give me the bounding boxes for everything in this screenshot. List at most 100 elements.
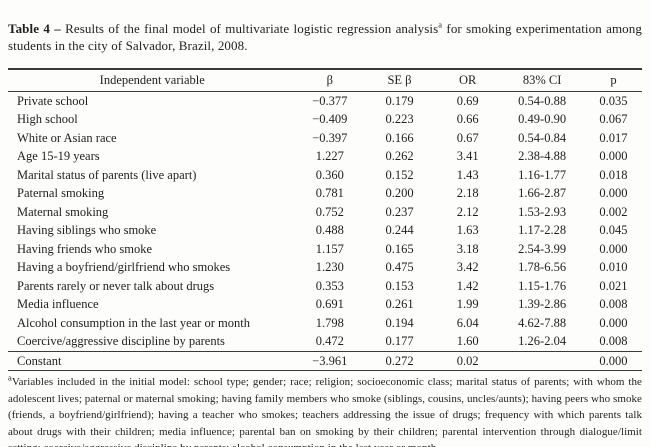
cell-ci: 1.78-6.56: [518, 260, 567, 275]
cell-variable: Parents rarely or never talk about drugs: [17, 278, 215, 293]
cell-or: 3.42: [456, 260, 479, 275]
cell-variable: Age 15-19 years: [17, 149, 100, 164]
cell-variable: Media influence: [17, 297, 99, 312]
cell-variable: Having siblings who smoke: [17, 223, 157, 238]
table-row: White or Asian race −0.397 0.166 0.67 0.…: [8, 129, 642, 148]
table-row: Marital status of parents (live apart) 0…: [8, 166, 642, 185]
table-row: Maternal smoking 0.752 0.237 2.12 1.53-2…: [8, 203, 642, 222]
cell-se: 0.261: [385, 297, 414, 312]
cell-or: 1.42: [456, 278, 479, 293]
cell-p: 0.021: [599, 278, 628, 293]
cell-or: 0.66: [456, 112, 479, 127]
cell-variable: Alcohol consumption in the last year or …: [17, 315, 250, 330]
column-header-beta: β: [296, 67, 364, 92]
table-row-constant: Constant −3.961 0.272 0.02 0.000: [8, 350, 642, 372]
cell-beta: −3.961: [296, 350, 364, 372]
cell-beta: 0.353: [315, 278, 344, 293]
cell-ci: 2.54-3.99: [518, 241, 567, 256]
cell-se: 0.244: [385, 223, 414, 238]
table-row: Having a boyfriend/girlfriend who smokes…: [8, 258, 642, 277]
cell-variable: Marital status of parents (live apart): [17, 167, 197, 182]
table-row: Having friends who smoke 1.157 0.165 3.1…: [8, 240, 642, 259]
cell-or: 2.12: [456, 204, 479, 219]
cell-p: 0.000: [599, 149, 628, 164]
cell-variable: Constant: [8, 350, 297, 372]
cell-beta: −0.377: [312, 93, 348, 108]
cell-variable: Coercive/aggressive discipline by parent…: [17, 334, 225, 349]
cell-beta: −0.409: [312, 112, 348, 127]
table-row: Having siblings who smoke 0.488 0.244 1.…: [8, 221, 642, 240]
table-caption-text-1: Results of the final model of multivaria…: [65, 21, 439, 36]
cell-p: 0.017: [599, 130, 628, 145]
cell-p: 0.018: [599, 167, 628, 182]
cell-ci: 1.66-2.87: [518, 186, 567, 201]
column-header-se-beta: SE β: [363, 67, 436, 92]
cell-beta: 0.488: [315, 223, 344, 238]
cell-variable: Maternal smoking: [17, 204, 109, 219]
cell-se: 0.194: [385, 315, 414, 330]
cell-ci: 1.26-2.04: [518, 334, 567, 349]
cell-or: 2.18: [456, 186, 479, 201]
cell-se: 0.223: [385, 112, 414, 127]
cell-ci: 1.53-2.93: [518, 204, 567, 219]
cell-or: 1.99: [456, 297, 479, 312]
cell-ci: 0.49-0.90: [518, 112, 567, 127]
cell-variable: High school: [17, 112, 78, 127]
table-footnote: aVariables included in the initial model…: [8, 373, 642, 447]
column-header-p: p: [584, 67, 642, 92]
table-row: Alcohol consumption in the last year or …: [8, 314, 642, 333]
cell-se: 0.179: [385, 93, 414, 108]
cell-or: 3.41: [456, 149, 479, 164]
cell-p: 0.000: [599, 186, 628, 201]
table-row: Age 15-19 years 1.227 0.262 3.41 2.38-4.…: [8, 147, 642, 166]
cell-ci: 0.54-0.88: [518, 93, 567, 108]
column-header-ci: 83% CI: [499, 67, 585, 92]
cell-or: 6.04: [456, 315, 479, 330]
cell-p: 0.000: [599, 315, 628, 330]
cell-variable: Private school: [17, 93, 89, 108]
cell-se: 0.152: [385, 167, 414, 182]
cell-se: 0.166: [385, 130, 414, 145]
cell-variable: Having a boyfriend/girlfriend who smokes: [17, 260, 231, 275]
cell-p: 0.010: [599, 260, 628, 275]
cell-beta: 0.691: [315, 297, 344, 312]
cell-beta: 0.472: [315, 334, 344, 349]
cell-beta: 0.781: [315, 186, 344, 201]
table-row: Media influence 0.691 0.261 1.99 1.39-2.…: [8, 295, 642, 314]
cell-se: 0.165: [385, 241, 414, 256]
footnote-text: Variables included in the initial model:…: [8, 376, 642, 447]
cell-ci: [499, 350, 585, 372]
cell-se: 0.200: [385, 186, 414, 201]
cell-ci: 1.39-2.86: [518, 297, 567, 312]
table-caption-superscript: a: [438, 19, 443, 30]
cell-p: 0.002: [599, 204, 628, 219]
column-header-independent-variable: Independent variable: [8, 67, 297, 92]
cell-p: 0.045: [599, 223, 628, 238]
cell-or: 0.69: [456, 93, 479, 108]
cell-se: 0.475: [385, 260, 414, 275]
table-row: Paternal smoking 0.781 0.200 2.18 1.66-2…: [8, 184, 642, 203]
cell-or: 1.43: [456, 167, 479, 182]
table-row: Parents rarely or never talk about drugs…: [8, 277, 642, 296]
cell-variable: Having friends who smoke: [17, 241, 153, 256]
cell-beta: 0.360: [315, 167, 344, 182]
cell-beta: 1.230: [315, 260, 344, 275]
cell-or: 0.67: [456, 130, 479, 145]
cell-beta: −0.397: [312, 130, 348, 145]
table-row: Coercive/aggressive discipline by parent…: [8, 332, 642, 351]
cell-se: 0.153: [385, 278, 414, 293]
cell-variable: White or Asian race: [17, 130, 117, 145]
table-caption-text-2: for smoking experimentation among studen…: [8, 21, 642, 54]
cell-or: 1.60: [456, 334, 479, 349]
cell-variable: Paternal smoking: [17, 186, 105, 201]
table-row: High school −0.409 0.223 0.66 0.49-0.90 …: [8, 110, 642, 129]
cell-ci: 4.62-7.88: [518, 315, 567, 330]
cell-ci: 1.17-2.28: [518, 223, 567, 238]
cell-or: 0.02: [435, 350, 500, 372]
cell-ci: 2.38-4.88: [518, 149, 567, 164]
cell-ci: 1.16-1.77: [518, 167, 567, 182]
cell-or: 1.63: [456, 223, 479, 238]
cell-se: 0.237: [385, 204, 414, 219]
cell-ci: 1.15-1.76: [518, 278, 567, 293]
